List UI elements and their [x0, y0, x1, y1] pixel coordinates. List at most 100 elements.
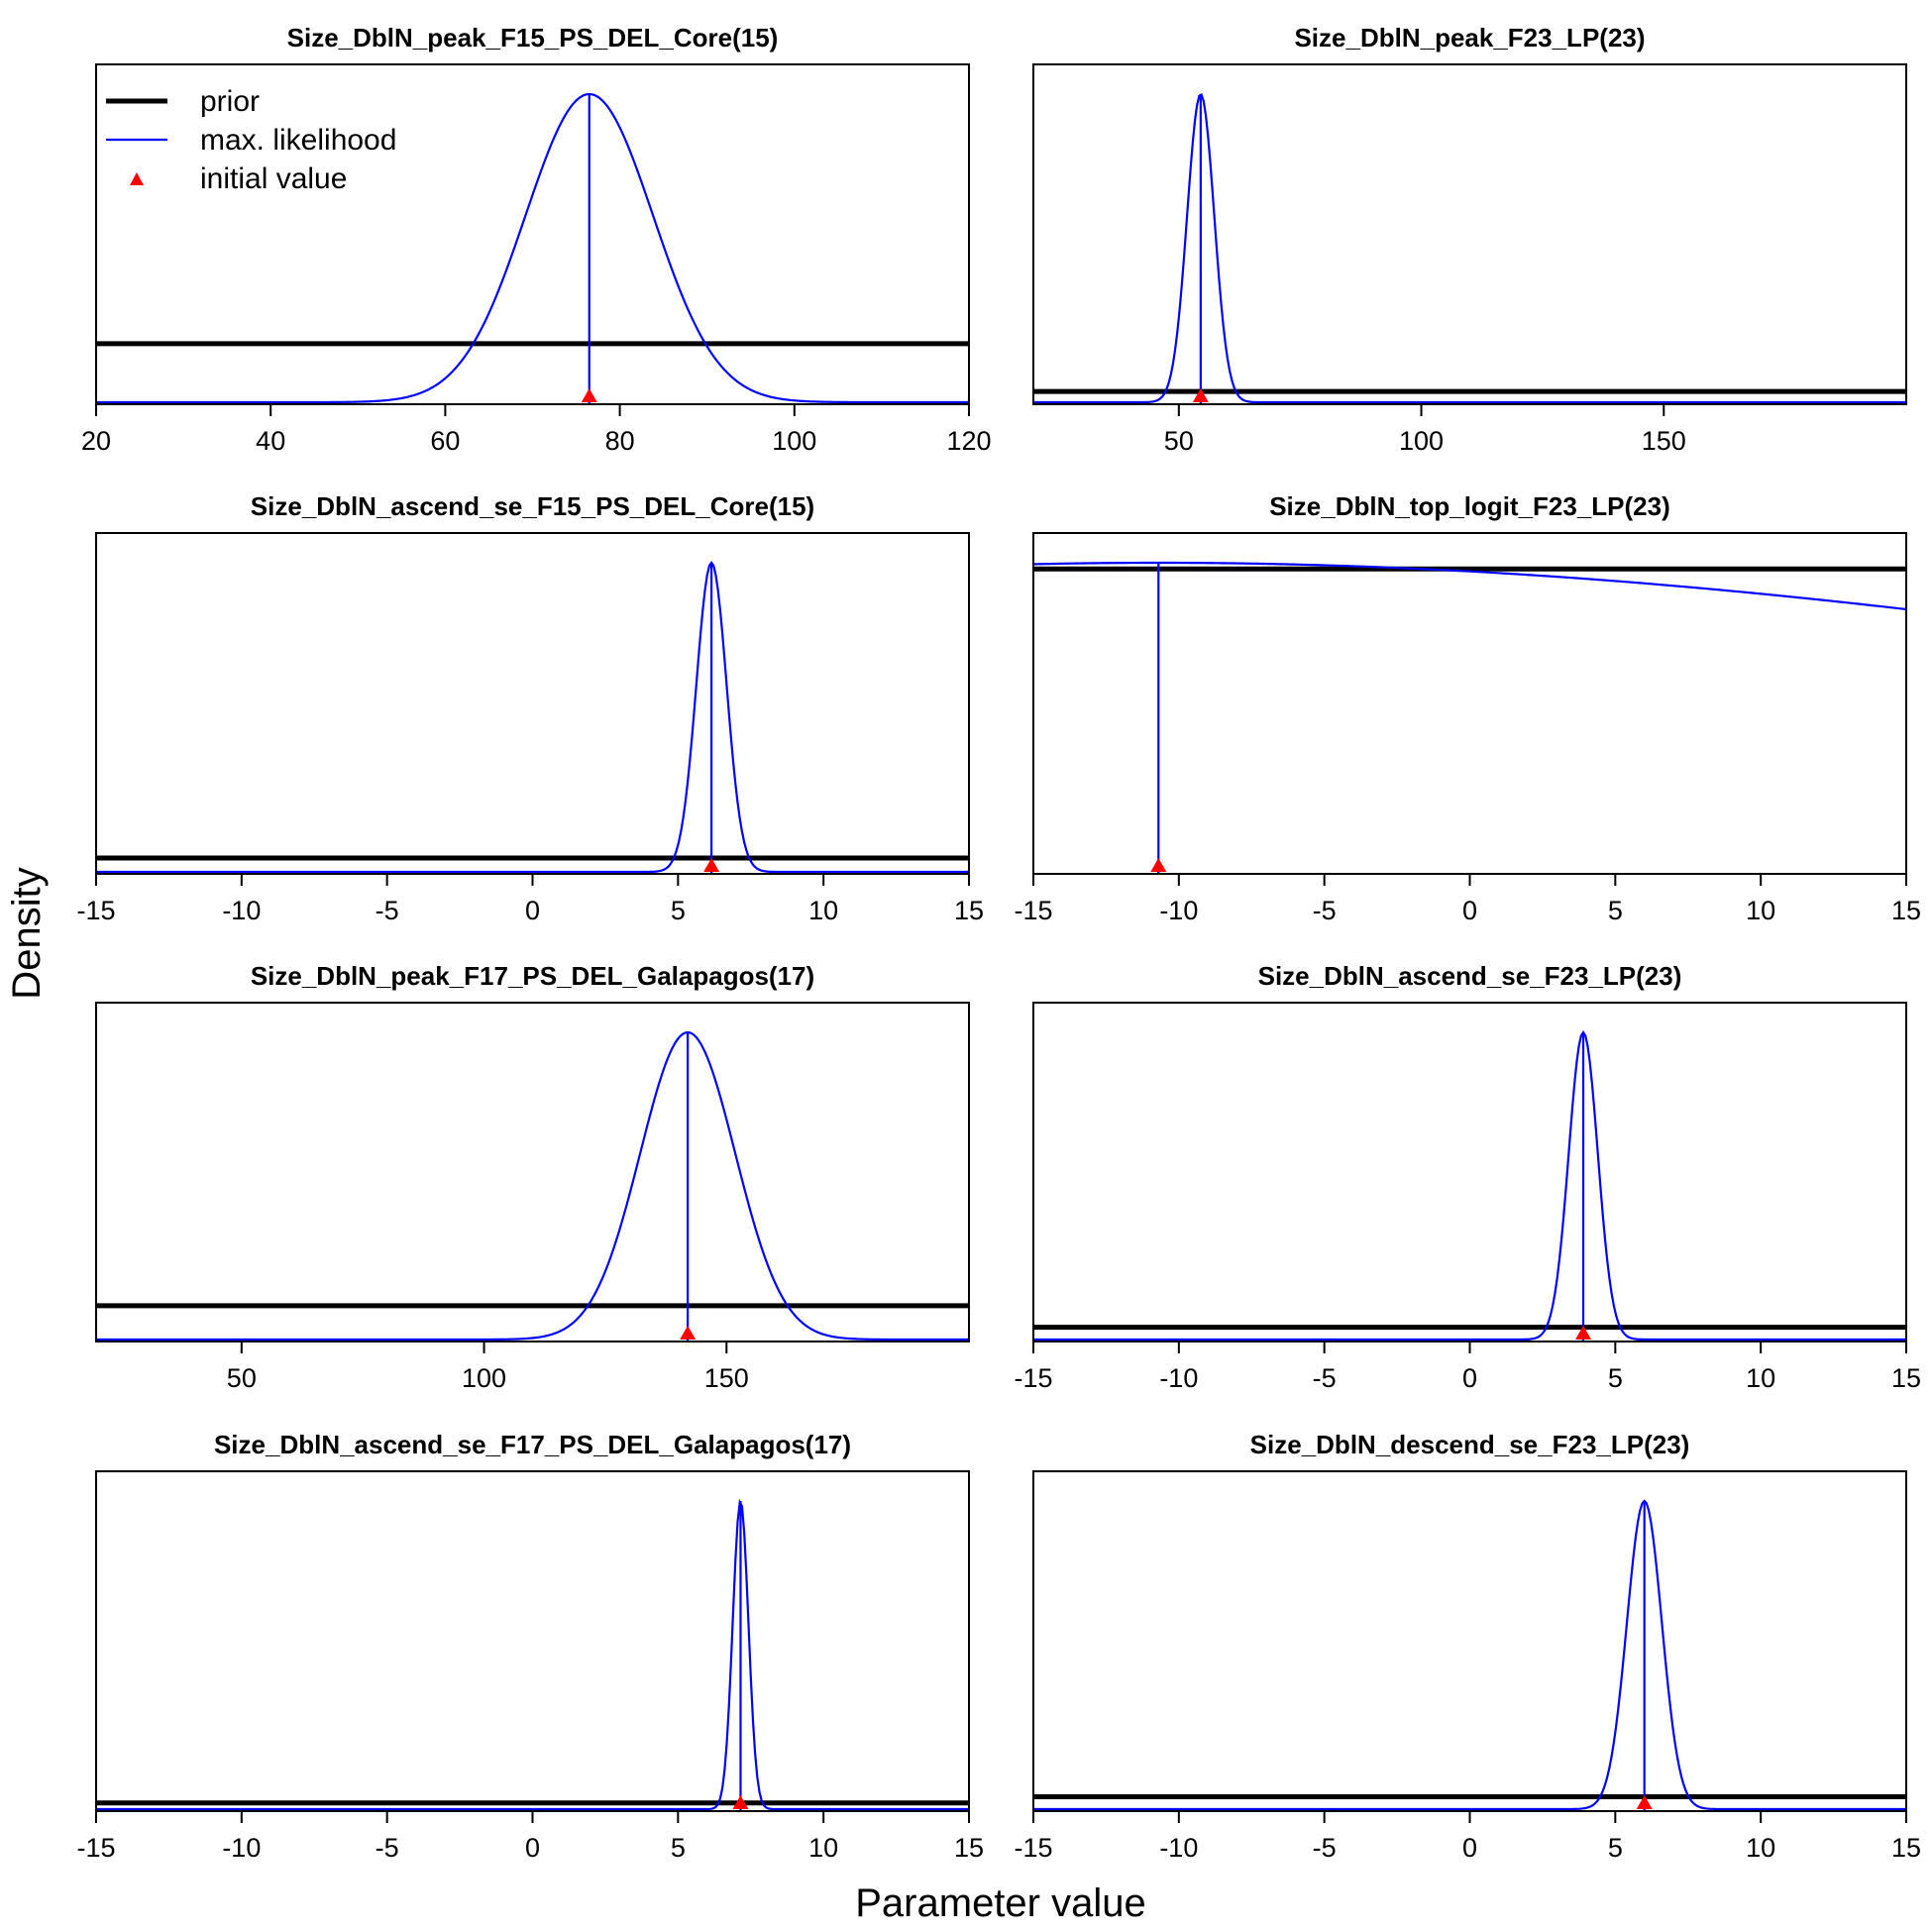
x-tick-label: 10	[1746, 896, 1775, 925]
x-tick-label: 80	[605, 426, 635, 456]
x-tick-label: 15	[1891, 896, 1921, 925]
mle-density-curve	[96, 1030, 969, 1342]
initial-value-marker	[1575, 1326, 1592, 1340]
initial-value-marker	[680, 1326, 697, 1340]
panel-4: Size_DblN_top_logit_F23_LP(23) -15 -10 -5 0 5…	[1014, 491, 1921, 925]
x-tick-label: -15	[1014, 1833, 1052, 1863]
mle-density-curve	[96, 561, 969, 874]
x-tick-label: -5	[376, 1833, 399, 1863]
x-tick-label: 100	[1399, 426, 1444, 456]
x-tick-label: 5	[1608, 896, 1623, 925]
x-tick-label: 10	[1746, 1363, 1775, 1393]
panel-plot-area	[1033, 1029, 1906, 1342]
panel-plot-area	[96, 1030, 969, 1342]
x-tick-label: 120	[946, 426, 991, 456]
x-tick-label: 5	[671, 896, 686, 925]
panel-title: Size_DblN_ascend_se_F17_PS_DEL_Galapagos…	[214, 1430, 851, 1459]
panel-title: Size_DblN_ascend_se_F15_PS_DEL_Core(15)	[251, 491, 814, 521]
panel-5: Size_DblN_peak_F17_PS_DEL_Galapagos(17) 5…	[95, 961, 970, 1393]
x-tick-label: -10	[1159, 1833, 1198, 1863]
x-tick-label: 100	[772, 426, 816, 456]
x-tick-label: 0	[1462, 1833, 1477, 1863]
x-tick-label: 10	[808, 896, 838, 925]
x-tick-label: -15	[76, 896, 115, 925]
initial-value-marker	[1192, 388, 1209, 402]
x-tick-label: 5	[1608, 1833, 1623, 1863]
panel-8: Size_DblN_descend_se_F23_LP(23) -15 -10 -5 0…	[1014, 1430, 1921, 1863]
panel-7: Size_DblN_ascend_se_F17_PS_DEL_Galapagos…	[76, 1430, 984, 1863]
panel-frame	[1032, 1002, 1907, 1342]
x-tick-label: -5	[1313, 896, 1337, 925]
panel-title: Size_DblN_top_logit_F23_LP(23)	[1269, 491, 1670, 521]
x-tick-label: -5	[1313, 1833, 1337, 1863]
panel-1: Size_DblN_peak_F15_PS_DEL_Core(15) 20 40 60…	[81, 23, 992, 456]
panel-plot-area	[1033, 1499, 1906, 1811]
x-tick-label: 150	[1642, 426, 1686, 456]
panel-frame	[95, 1470, 970, 1812]
mle-density-curve	[1033, 92, 1906, 404]
initial-value-marker	[581, 388, 597, 402]
legend-prior-label: prior	[200, 85, 260, 118]
x-tick-label: 5	[671, 1833, 686, 1863]
panel-plot-area	[96, 92, 969, 404]
panel-plot-area	[96, 561, 969, 874]
x-tick-label: -15	[1014, 1363, 1052, 1393]
initial-value-marker	[703, 858, 720, 872]
x-tick-label: 100	[462, 1363, 506, 1393]
mle-density-curve	[1033, 561, 1906, 611]
panel-2: Size_DblN_peak_F23_LP(23) 50 100 150	[1032, 23, 1907, 456]
x-tick-label: -10	[1159, 896, 1198, 925]
initial-value-marker	[1636, 1795, 1653, 1809]
initial-value-marker	[1150, 858, 1167, 872]
panel-6: Size_DblN_ascend_se_F23_LP(23) -15 -10 -5 0 5…	[1014, 961, 1921, 1393]
mle-density-curve	[96, 1498, 969, 1811]
x-tick-label: 5	[1608, 1363, 1623, 1393]
panel-plot-area	[96, 1498, 969, 1811]
x-tick-label: 0	[525, 896, 540, 925]
panel-frame	[1032, 1470, 1907, 1812]
panel-plot-area	[1033, 92, 1906, 404]
panel-title: Size_DblN_descend_se_F23_LP(23)	[1250, 1430, 1690, 1459]
x-tick-label: 0	[525, 1833, 540, 1863]
legend-initial-swatch	[130, 172, 144, 185]
x-tick-label: 50	[1164, 426, 1194, 456]
panel-3: Size_DblN_ascend_se_F15_PS_DEL_Core(15) -…	[76, 491, 984, 925]
panel-frame	[95, 532, 970, 875]
panel-title: Size_DblN_peak_F23_LP(23)	[1294, 23, 1645, 53]
x-tick-label: 10	[1746, 1833, 1775, 1863]
x-tick-label: -15	[1014, 896, 1052, 925]
x-tick-label: 15	[954, 1833, 984, 1863]
x-tick-label: 10	[808, 1833, 838, 1863]
x-tick-label: -5	[1313, 1363, 1337, 1393]
x-tick-label: 15	[1891, 1363, 1921, 1393]
y-axis-title: Density	[5, 867, 49, 999]
panel-frame	[1032, 63, 1907, 405]
mle-density-curve	[1033, 1029, 1906, 1342]
panel-plot-area	[1033, 561, 1906, 874]
x-tick-label: 20	[81, 426, 111, 456]
legend-mle-label: max. likelihood	[200, 124, 396, 157]
panel-frame	[1032, 532, 1907, 875]
x-axis-title: Parameter value	[855, 1881, 1145, 1925]
panel-title: Size_DblN_ascend_se_F23_LP(23)	[1258, 961, 1682, 991]
x-tick-label: 150	[704, 1363, 749, 1393]
mle-density-curve	[96, 92, 969, 404]
x-tick-label: -10	[1159, 1363, 1198, 1393]
initial-value-marker	[732, 1795, 749, 1809]
x-tick-label: 50	[227, 1363, 257, 1393]
x-tick-label: 15	[954, 896, 984, 925]
x-tick-label: -5	[376, 896, 399, 925]
x-tick-label: -10	[222, 896, 261, 925]
x-tick-label: -15	[76, 1833, 115, 1863]
panel-title: Size_DblN_peak_F15_PS_DEL_Core(15)	[287, 23, 779, 53]
x-tick-label: 15	[1891, 1833, 1921, 1863]
x-tick-label: 60	[430, 426, 460, 456]
x-tick-label: 0	[1462, 1363, 1477, 1393]
panel-frame	[95, 63, 970, 405]
mle-density-curve	[1033, 1499, 1906, 1811]
x-tick-label: 0	[1462, 896, 1477, 925]
panel-title: Size_DblN_peak_F17_PS_DEL_Galapagos(17)	[251, 961, 814, 991]
panels: Size_DblN_peak_F15_PS_DEL_Core(15) 20 40 60…	[76, 23, 1921, 1863]
x-tick-label: 40	[256, 426, 285, 456]
